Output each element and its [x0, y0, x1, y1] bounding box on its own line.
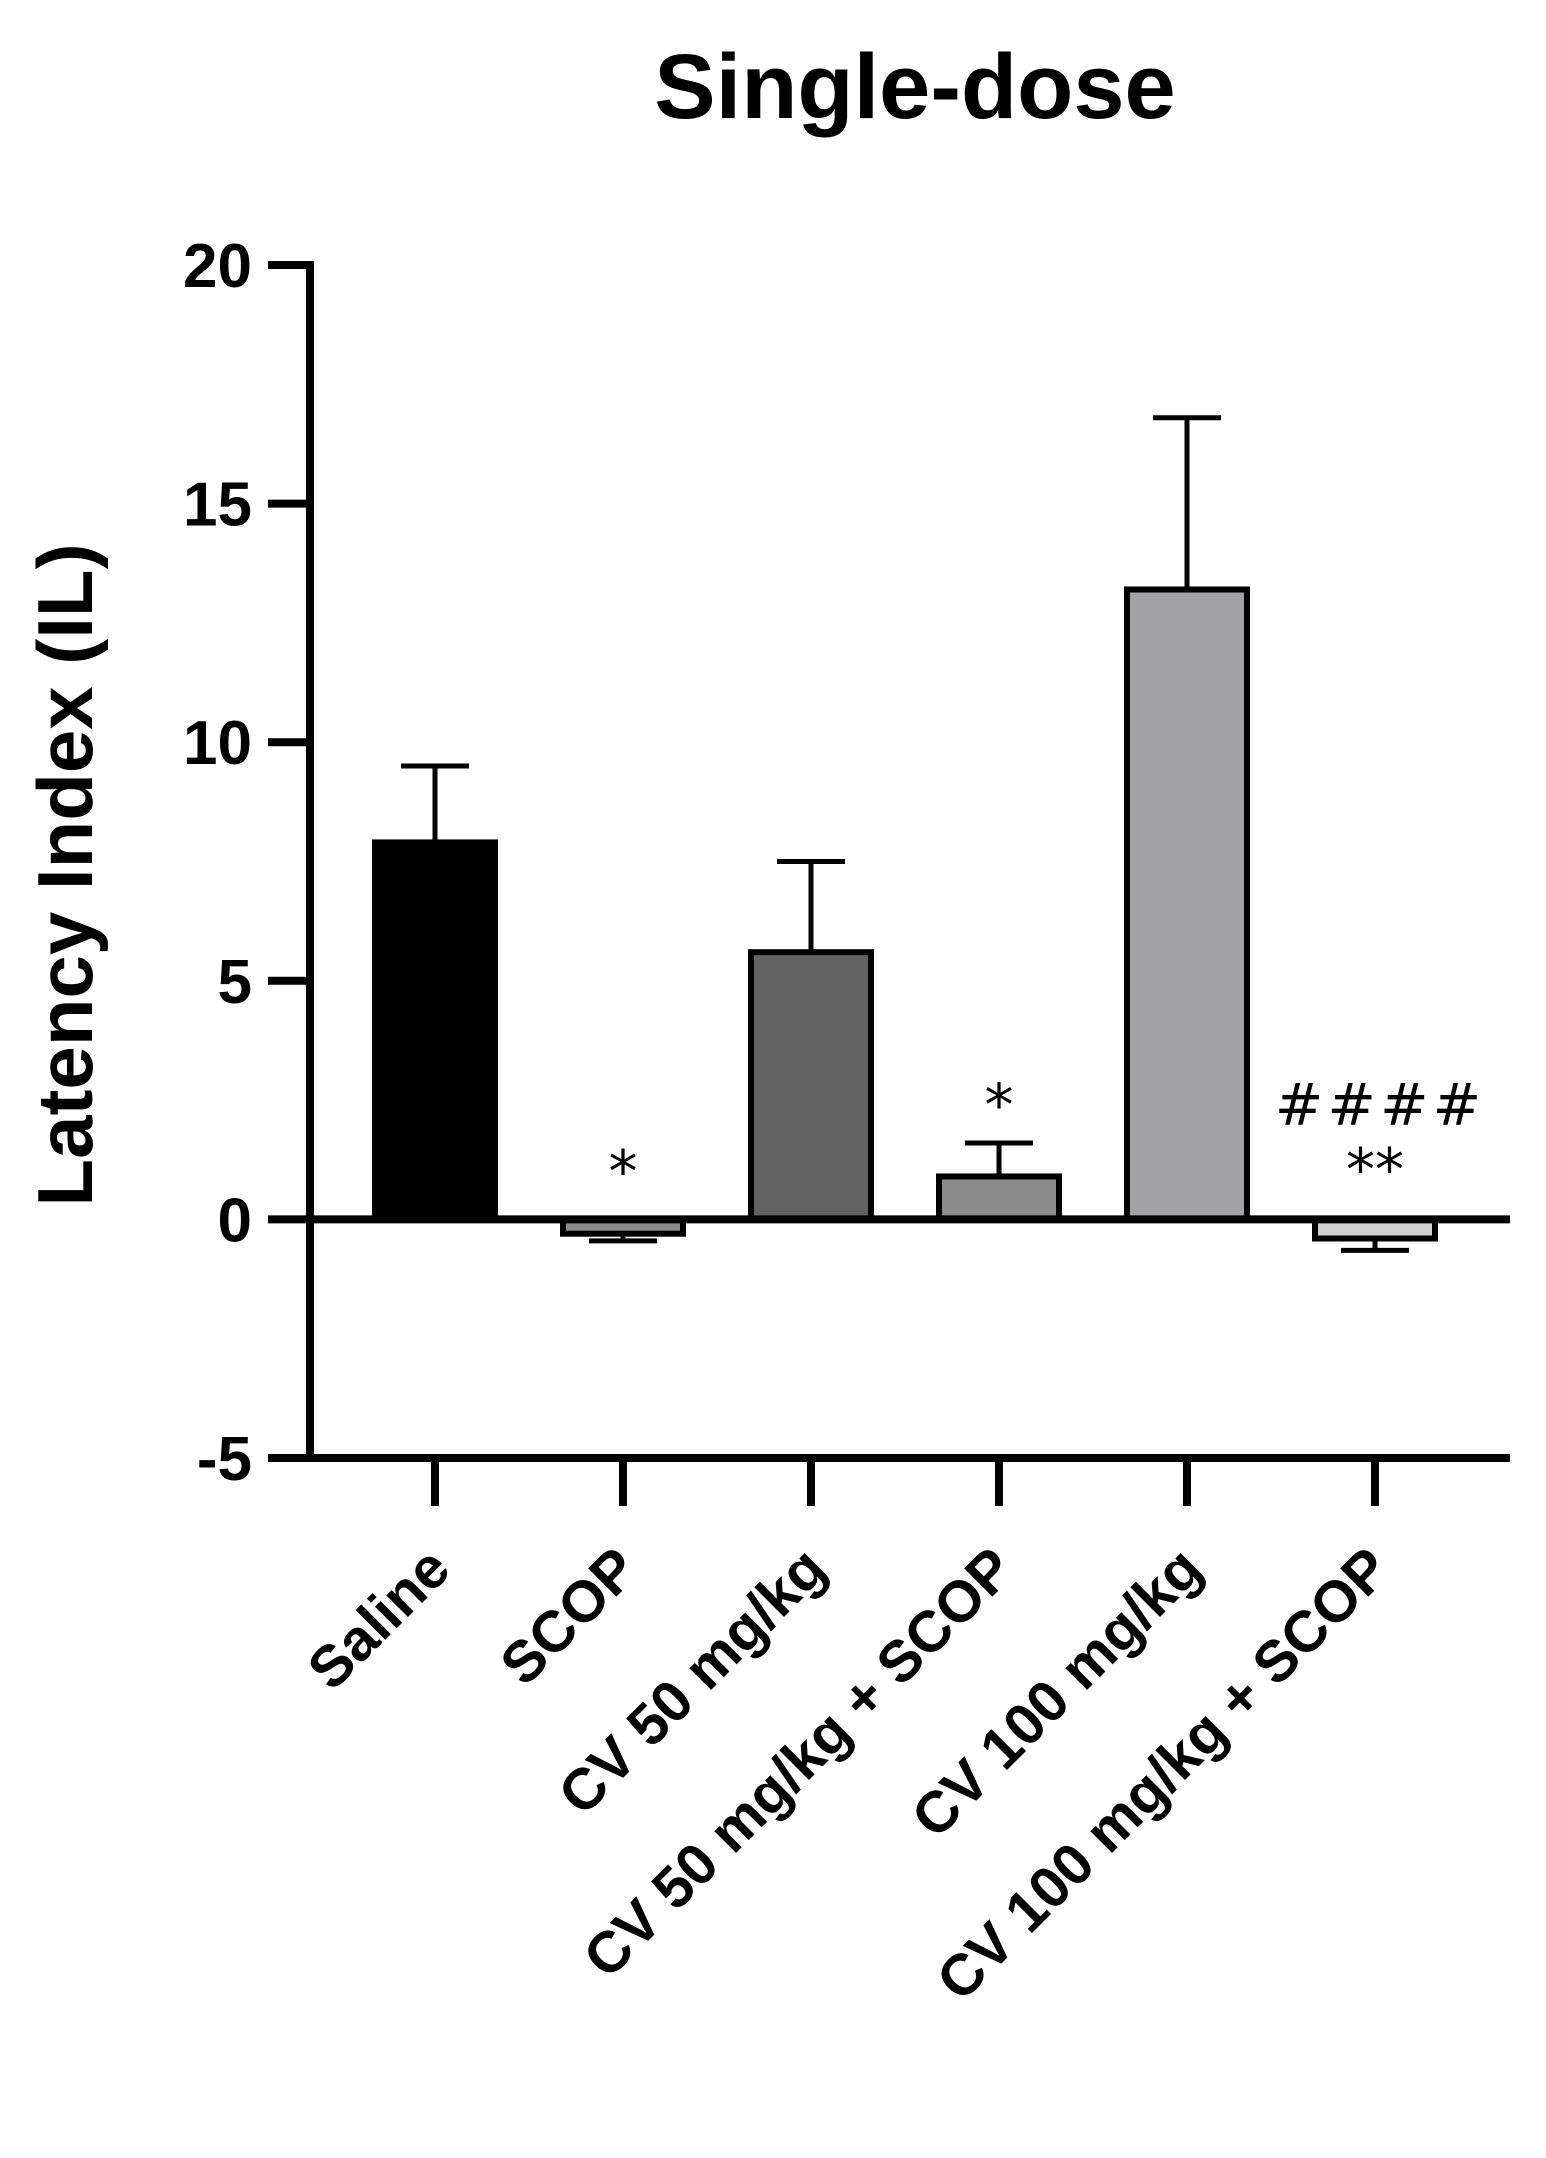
y-tick-label: 5 [218, 948, 252, 1017]
axes [306, 261, 1510, 1462]
bar-1 [372, 839, 498, 1223]
category-label: Saline [295, 1535, 462, 1702]
bars [372, 415, 1438, 1253]
y-tick-label: 20 [183, 232, 252, 301]
y-axis-label: Latency Index (IL) [21, 543, 109, 1206]
significance-annotations: ****#### [609, 1070, 1485, 1205]
chart-title: Single-dose [654, 36, 1175, 138]
y-axis-ticks: 20 15 10 5 0 -5 [183, 232, 310, 1494]
y-tick-label: 15 [183, 471, 252, 540]
y-tick-label: -5 [197, 1425, 252, 1494]
significance-stars: ** [1346, 1135, 1404, 1203]
y-tick-label: 0 [218, 1186, 252, 1255]
bar-4 [936, 1173, 1062, 1223]
significance-stars: * [609, 1137, 638, 1205]
bar-3 [748, 949, 874, 1223]
category-label: SCOP [488, 1535, 650, 1697]
bar-5 [1124, 586, 1250, 1223]
significance-stars: * [985, 1071, 1014, 1139]
significance-hashes: #### [1275, 1070, 1485, 1138]
y-tick-label: 10 [183, 709, 252, 778]
x-axis-ticks [431, 1458, 1379, 1506]
